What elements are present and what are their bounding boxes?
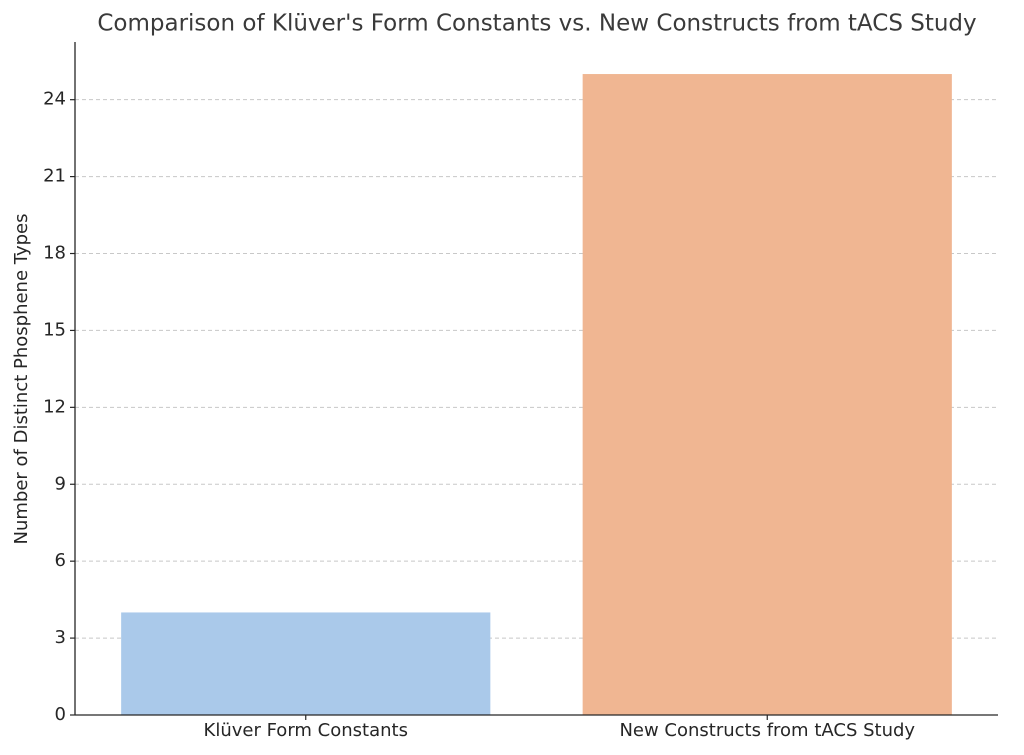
- y-tick-label: 12: [43, 396, 66, 417]
- x-tick-label: New Constructs from tACS Study: [619, 720, 915, 741]
- y-tick-label: 0: [55, 704, 66, 725]
- y-tick-label: 24: [43, 89, 66, 110]
- y-tick-label: 18: [43, 243, 66, 264]
- y-tick-label: 21: [43, 166, 66, 187]
- y-tick-label: 3: [55, 627, 66, 648]
- y-tick-label: 15: [43, 319, 66, 340]
- x-tick-label: Klüver Form Constants: [204, 720, 408, 741]
- bar: [121, 612, 491, 715]
- y-tick-label: 9: [55, 473, 66, 494]
- bar: [582, 74, 952, 716]
- y-axis-label: Number of Distinct Phosphene Types: [11, 214, 32, 545]
- chart-title: Comparison of Klüver's Form Constants vs…: [97, 11, 976, 37]
- y-tick-label: 6: [55, 550, 66, 571]
